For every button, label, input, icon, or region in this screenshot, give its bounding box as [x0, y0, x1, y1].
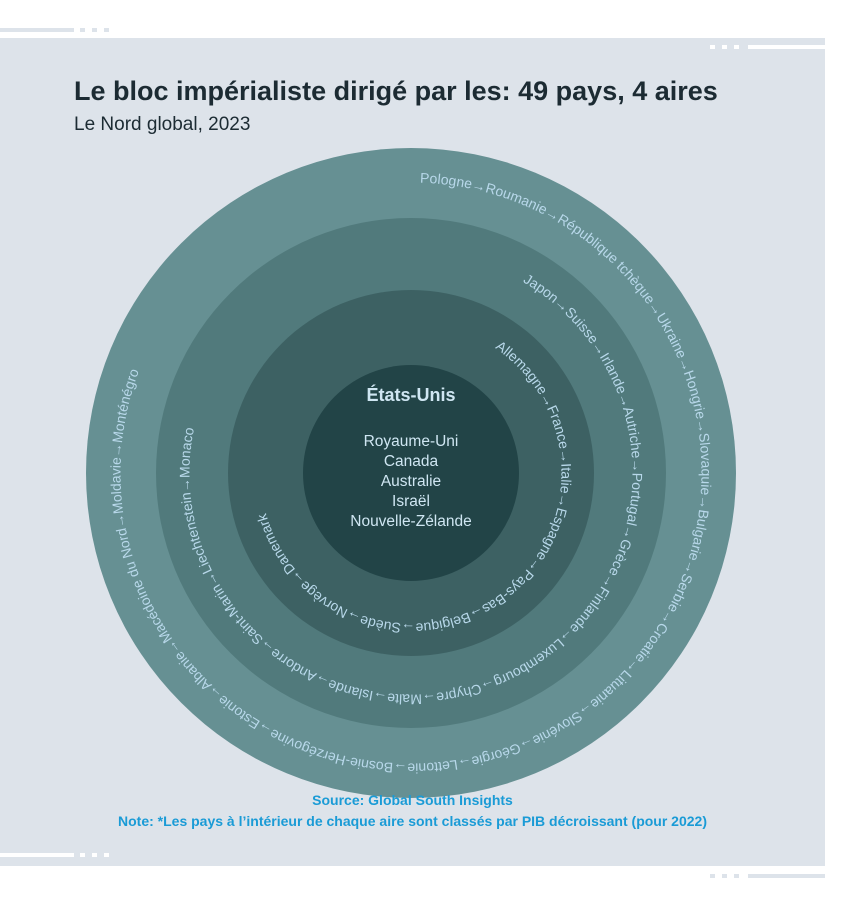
chart-subtitle: Le Nord global, 2023: [74, 114, 251, 135]
bottom-left-decoration: [0, 853, 120, 857]
bottom-right-decoration: [710, 874, 825, 878]
top-left-decoration: [0, 28, 120, 32]
top-right-decoration: [710, 45, 825, 49]
center-title: États-Unis: [366, 384, 455, 405]
source-line: Source: Global South Insights: [312, 792, 513, 808]
center-item: Australie: [381, 473, 441, 490]
center-circle: [303, 365, 519, 581]
center-item: Israël: [392, 493, 430, 510]
chart-title: Le bloc impérialiste dirigé par les: 49 …: [74, 76, 718, 106]
center-item: Canada: [384, 453, 439, 470]
center-item: Nouvelle-Zélande: [350, 513, 472, 530]
footnote: Note: *Les pays à l’intérieur de chaque …: [118, 813, 707, 829]
center-item: Royaume-Uni: [364, 433, 459, 450]
